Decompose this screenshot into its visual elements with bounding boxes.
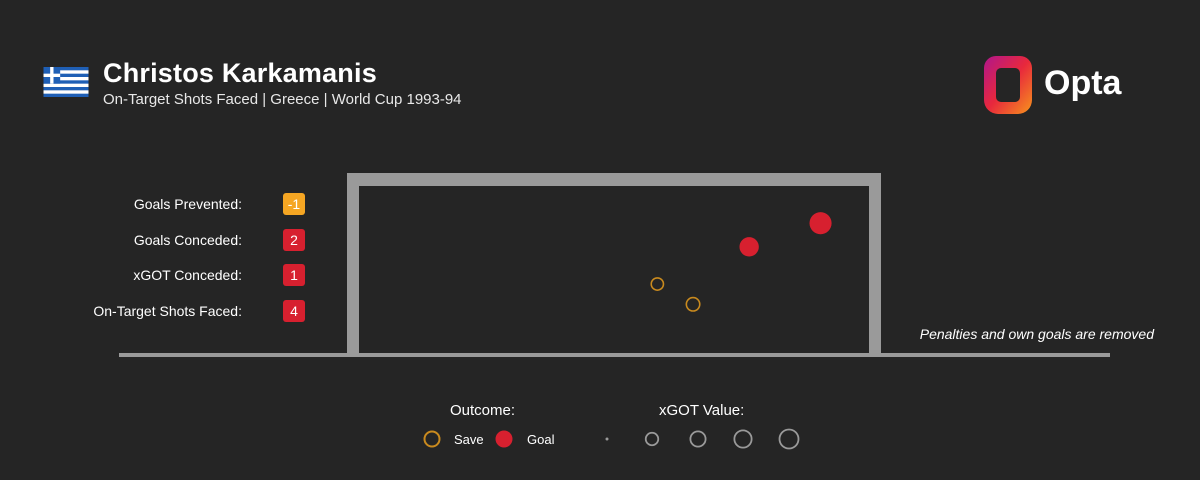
legend-xgot-title: xGOT Value:	[659, 402, 745, 419]
stat-goals-conceded: Goals Conceded: 2	[40, 229, 310, 251]
stat-label: Goals Prevented:	[133, 196, 242, 212]
ground-line	[119, 353, 1110, 357]
stat-on-target-shots: On-Target Shots Faced: 4	[40, 300, 310, 322]
stat-label: xGOT Conceded:	[133, 267, 242, 283]
stat-xgot-conceded: xGOT Conceded: 1	[40, 264, 310, 286]
legend-save-label: Save	[454, 432, 484, 447]
shot-save-marker	[650, 277, 665, 291]
xgot-scale-marker	[778, 428, 800, 450]
xgot-scale-marker	[733, 429, 753, 449]
xgot-scale-marker	[689, 430, 707, 448]
chart-subtitle: On-Target Shots Faced | Greece | World C…	[103, 91, 462, 108]
shots-layer	[650, 212, 832, 312]
legend-layer	[423, 430, 513, 448]
shot-goal-marker	[739, 237, 759, 257]
xgot-scale-marker	[605, 437, 609, 441]
stat-value-badge: -1	[283, 193, 305, 215]
footnote: Penalties and own goals are removed	[919, 326, 1154, 342]
xgot-scale-layer	[605, 428, 800, 450]
opta-logo: Opta	[982, 54, 1132, 116]
shot-save-marker	[685, 296, 701, 312]
stat-goals-prevented: Goals Prevented: -1	[40, 193, 310, 215]
shot-goal-marker	[809, 212, 832, 235]
legend-goal-marker	[495, 430, 513, 448]
greece-flag-icon	[43, 67, 89, 97]
xgot-scale-marker	[644, 431, 660, 447]
stat-label: On-Target Shots Faced:	[93, 303, 242, 319]
stat-value-badge: 1	[283, 264, 305, 286]
player-name: Christos Karkamanis	[103, 58, 377, 88]
legend-save-marker	[423, 430, 441, 448]
stat-value-badge: 4	[283, 300, 305, 322]
stat-value-badge: 2	[283, 229, 305, 251]
opta-logo-text: Opta	[1044, 64, 1122, 102]
goal-frame	[347, 173, 881, 355]
opta-logo-mark-icon	[984, 56, 1032, 114]
stat-label: Goals Conceded:	[133, 232, 242, 248]
legend-outcome-title: Outcome:	[450, 402, 516, 419]
legend-goal-label: Goal	[527, 432, 555, 447]
